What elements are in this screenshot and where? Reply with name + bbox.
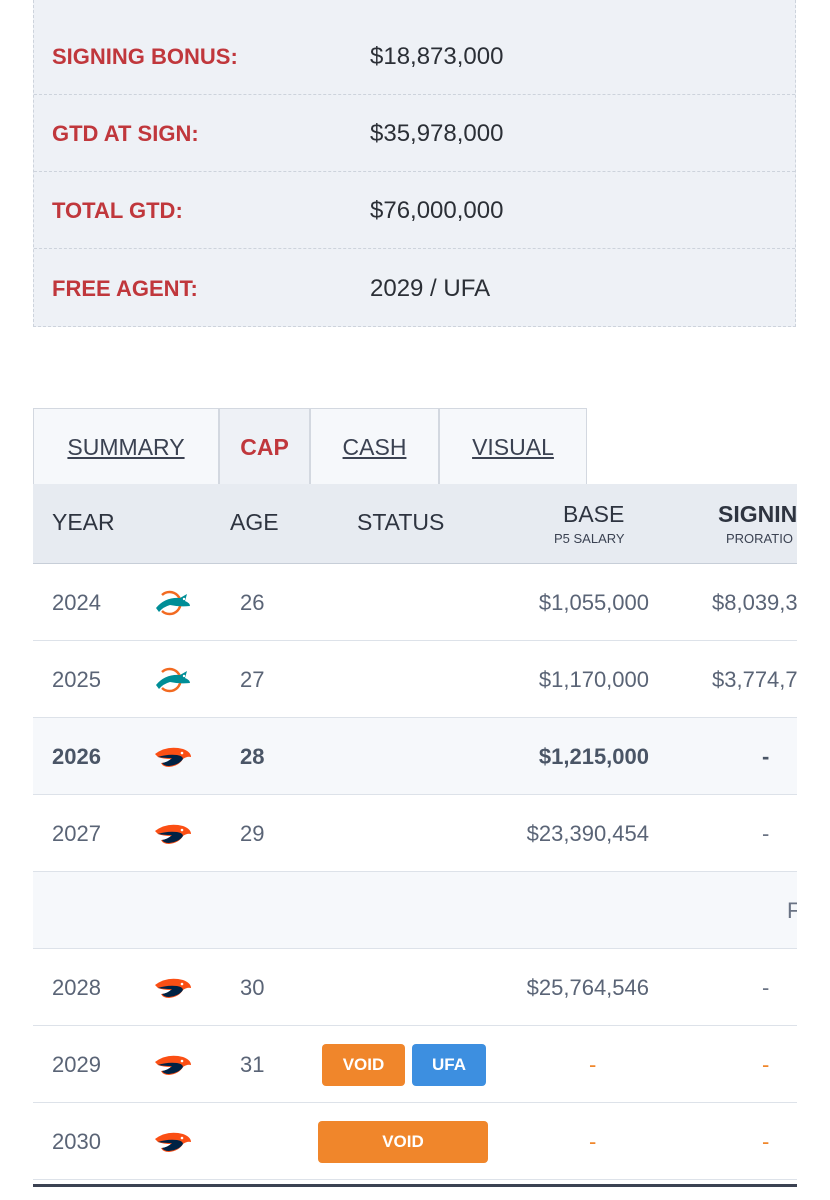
base-salary-cell: $23,390,454 — [526, 821, 649, 846]
summary-label: FREE AGENT: — [52, 276, 198, 301]
tab-cash[interactable]: CASH — [310, 408, 439, 484]
year-cell: 2029 — [52, 1052, 101, 1077]
summary-row-total-gtd: TOTAL GTD: $76,000,000 — [34, 172, 795, 249]
broncos-logo-icon — [153, 742, 193, 772]
table-row: 2027 29 $23,390,454 - — [33, 795, 797, 872]
broncos-logo-icon — [153, 973, 193, 1003]
broncos-logo-icon — [153, 1127, 193, 1157]
header-base[interactable]: BASE — [563, 501, 625, 527]
header-signing-sub: PRORATIO — [726, 531, 793, 546]
ufa-badge[interactable]: UFA — [412, 1044, 486, 1086]
table-row: 2030 VOID - - — [33, 1103, 797, 1180]
table-bottom-border — [33, 1184, 797, 1187]
contract-summary: SIGNING BONUS: $18,873,000 GTD AT SIGN: … — [33, 0, 796, 327]
separator-text: F — [787, 898, 797, 923]
age-cell: 28 — [240, 744, 265, 769]
year-cell: 2025 — [52, 667, 101, 692]
broncos-logo-icon — [153, 819, 193, 849]
signing-proration-cell: - — [762, 975, 770, 1000]
table-separator-row: F — [33, 872, 797, 949]
tab-visual[interactable]: VISUAL — [439, 408, 587, 484]
summary-value: $76,000,000 — [370, 197, 504, 224]
summary-row-gtd-at-sign: GTD AT SIGN: $35,978,000 — [34, 95, 795, 172]
base-salary-cell: $1,170,000 — [538, 667, 649, 692]
table-row: 2029 31 VOID UFA - - — [33, 1026, 797, 1103]
base-salary-cell: $1,055,000 — [538, 590, 649, 615]
header-signing[interactable]: SIGNIN — [718, 501, 797, 527]
tab-cap[interactable]: CAP — [219, 408, 310, 484]
dolphins-logo-icon — [153, 588, 193, 618]
signing-proration-cell: - — [762, 821, 770, 846]
year-cell: 2026 — [52, 744, 101, 769]
summary-row-free-agent: FREE AGENT: 2029 / UFA — [34, 250, 795, 327]
header-age[interactable]: AGE — [230, 509, 279, 535]
signing-proration-cell: - — [762, 1129, 770, 1154]
age-cell: 27 — [240, 667, 265, 692]
base-salary-cell: $1,215,000 — [538, 744, 649, 769]
summary-value: 2029 / UFA — [370, 275, 491, 302]
table-row: 2028 30 $25,764,546 - — [33, 949, 797, 1026]
age-cell: 31 — [240, 1052, 265, 1077]
dolphins-logo-icon — [153, 665, 193, 695]
summary-label: TOTAL GTD: — [52, 198, 183, 223]
summary-label: SIGNING BONUS: — [52, 44, 238, 69]
year-cell: 2027 — [52, 821, 101, 846]
summary-value: $18,873,000 — [370, 43, 504, 70]
year-cell: 2024 — [52, 590, 101, 615]
age-cell: 26 — [240, 590, 265, 615]
broncos-logo-icon — [153, 1050, 193, 1080]
age-cell: 30 — [240, 975, 265, 1000]
header-year[interactable]: YEAR — [52, 509, 115, 535]
signing-proration-cell: $8,039,3 — [712, 590, 797, 615]
void-badge[interactable]: VOID — [318, 1121, 488, 1163]
age-cell: 29 — [240, 821, 265, 846]
signing-proration-cell: - — [762, 744, 770, 769]
table-row: 2024 26 $1,055,000 $8,039,3 — [33, 564, 797, 641]
table-row-current: 2026 28 $1,215,000 - — [33, 718, 797, 795]
summary-label: GTD AT SIGN: — [52, 121, 199, 146]
summary-row-signing-bonus: SIGNING BONUS: $18,873,000 — [34, 18, 795, 95]
signing-proration-cell: - — [762, 1052, 770, 1077]
header-status[interactable]: STATUS — [357, 509, 445, 535]
base-salary-cell: $25,764,546 — [526, 975, 649, 1000]
void-badge[interactable]: VOID — [322, 1044, 405, 1086]
signing-proration-cell: $3,774,7 — [712, 667, 797, 692]
summary-value: $35,978,000 — [370, 120, 504, 147]
table-row: 2025 27 $1,170,000 $3,774,7 — [33, 641, 797, 718]
base-salary-cell: - — [589, 1052, 597, 1077]
year-cell: 2028 — [52, 975, 101, 1000]
base-salary-cell: - — [589, 1129, 597, 1154]
tab-summary[interactable]: SUMMARY — [33, 408, 219, 484]
header-base-sub: P5 SALARY — [554, 531, 625, 546]
table-header: YEAR AGE STATUS BASE P5 SALARY SIGNIN PR… — [33, 484, 797, 564]
year-cell: 2030 — [52, 1129, 101, 1154]
cap-table: 2024 26 $1,055,000 $8,039,3 2025 27 $1,1… — [33, 564, 797, 1184]
